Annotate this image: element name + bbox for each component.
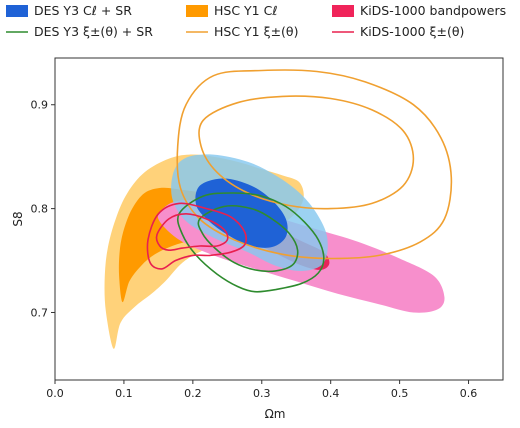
- legend-swatch-hsc-cl: [186, 5, 208, 17]
- legend-label-des-cl: DES Y3 Cℓ + SR: [34, 3, 132, 18]
- contour-kids-xi-95: [146, 202, 248, 270]
- x-tick-label: 0.4: [322, 387, 340, 400]
- y-tick-label: 0.7: [31, 306, 49, 319]
- legend-entry-kids-bp: KiDS-1000 bandpowers: [332, 3, 506, 18]
- contour-des-xi-68: [197, 205, 299, 273]
- y-axis-label: S8: [11, 211, 25, 226]
- x-tick-label: 0.3: [253, 387, 271, 400]
- legend-label-kids-xi: KiDS-1000 ξ±(θ): [360, 24, 464, 39]
- x-tick-label: 0.0: [46, 387, 64, 400]
- legend-swatch-kids-bp: [332, 5, 354, 17]
- legend-entry-hsc-xi: HSC Y1 ξ±(θ): [186, 24, 298, 39]
- x-axis-label: Ωm: [265, 407, 286, 421]
- x-tick-label: 0.5: [391, 387, 409, 400]
- y-tick-label: 0.9: [31, 99, 49, 112]
- x-tick-label: 0.2: [184, 387, 202, 400]
- legend-entry-des-cl: DES Y3 Cℓ + SR: [6, 3, 132, 18]
- legend-swatch-des-cl: [6, 5, 28, 17]
- x-tick-label: 0.6: [460, 387, 478, 400]
- y-tick-label: 0.8: [31, 203, 49, 216]
- contours-layer: [104, 69, 453, 349]
- ticks-layer: 0.0 0.1 0.2 0.3 0.4 0.5 0.6 0.7 0.8 0.9: [31, 99, 478, 400]
- contour-hsc-xi-68: [198, 95, 415, 210]
- contour-des-cl-68: [195, 178, 288, 248]
- contour-des-xi-95: [176, 192, 325, 293]
- plot-frame: [54, 57, 504, 381]
- contour-kids-xi-68: [155, 212, 229, 252]
- legend-entry-des-xi: DES Y3 ξ±(θ) + SR: [6, 24, 153, 39]
- legend: DES Y3 Cℓ + SR HSC Y1 Cℓ KiDS-1000 bandp…: [6, 3, 506, 39]
- legend-label-des-xi: DES Y3 ξ±(θ) + SR: [34, 24, 153, 39]
- contour-hsc-xi-95: [176, 69, 453, 260]
- legend-entry-hsc-cl: HSC Y1 Cℓ: [186, 3, 278, 18]
- legend-label-kids-bp: KiDS-1000 bandpowers: [360, 3, 506, 18]
- x-tick-label: 0.1: [115, 387, 133, 400]
- legend-entry-kids-xi: KiDS-1000 ξ±(θ): [332, 24, 464, 39]
- legend-label-hsc-xi: HSC Y1 ξ±(θ): [214, 24, 298, 39]
- legend-label-hsc-cl: HSC Y1 Cℓ: [214, 3, 278, 18]
